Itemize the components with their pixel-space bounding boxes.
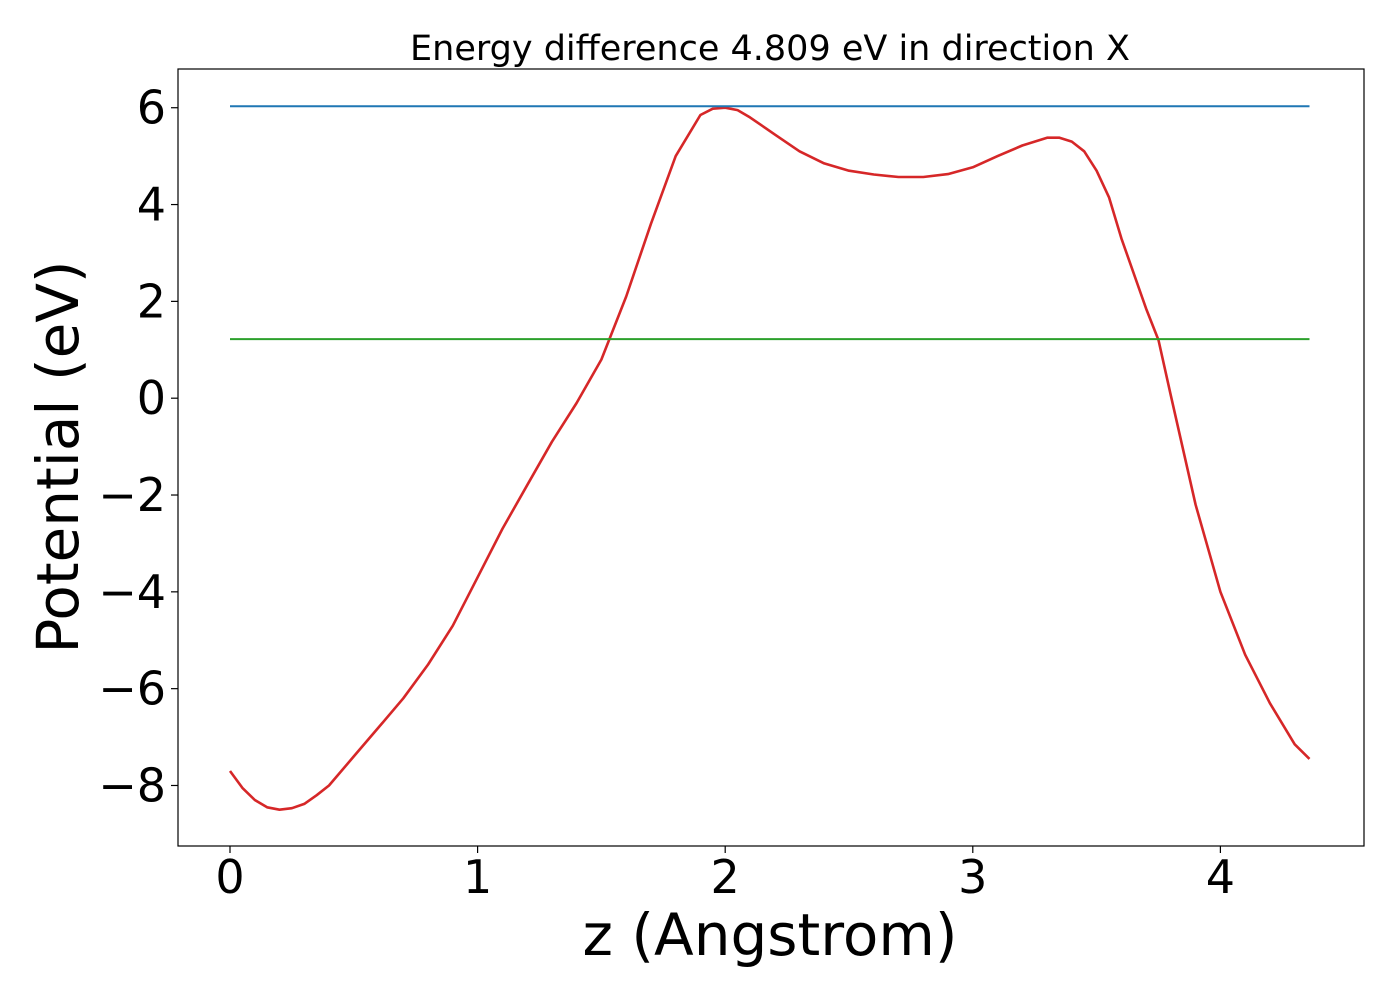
y-axis-label: Potential (eV) xyxy=(24,260,92,653)
x-tick-label: 3 xyxy=(958,850,987,904)
x-axis-label: z (Angstrom) xyxy=(583,901,958,969)
x-tick-label: 1 xyxy=(463,850,492,904)
x-tick-label: 0 xyxy=(215,850,244,904)
y-axis-ticks: −8 −6 −4 −2 0 2 4 6 xyxy=(98,81,178,812)
x-tick-label: 2 xyxy=(711,850,740,904)
chart-title: Energy difference 4.809 eV in direction … xyxy=(410,29,1130,69)
y-tick-label: −8 xyxy=(98,758,166,812)
series-line-1 xyxy=(228,106,1311,812)
y-tick-label: 2 xyxy=(137,274,166,328)
x-tick-label: 4 xyxy=(1206,850,1235,904)
y-tick-label: 4 xyxy=(137,178,166,232)
y-tick-label: −2 xyxy=(98,468,166,522)
y-tick-label: −4 xyxy=(98,565,166,619)
y-tick-label: 6 xyxy=(137,81,166,135)
y-tick-label: 0 xyxy=(137,371,166,425)
plot-area: 0 1 2 3 4 −8 −6 −4 −2 0 2 4 6 xyxy=(98,68,1365,904)
series-group xyxy=(228,105,1311,812)
x-axis-ticks: 0 1 2 3 4 xyxy=(215,846,1235,904)
y-tick-label: −6 xyxy=(98,662,166,716)
plot-frame xyxy=(177,68,1365,847)
